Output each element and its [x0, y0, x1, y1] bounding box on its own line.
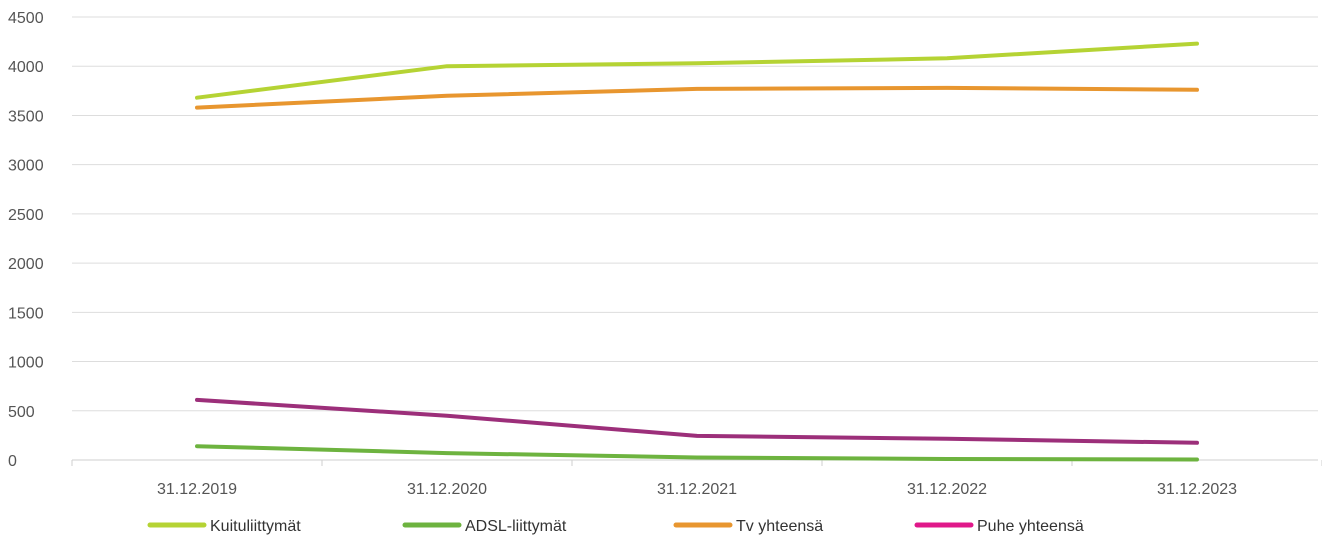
legend-label: Tv yhteensä — [736, 518, 823, 535]
x-tick-label: 31.12.2021 — [657, 481, 737, 498]
legend: Kuituliittymät ADSL-liittymät Tv yhteensä P… — [147, 518, 1084, 535]
gridlines — [72, 16, 1318, 412]
y-tick-label: 1000 — [8, 355, 44, 372]
y-axis-ticks: 0 500 1000 1500 2000 2500 3000 3500 4000 4500 — [8, 10, 44, 470]
legend-label: Kuituliittymät — [210, 518, 301, 535]
y-tick-label: 1500 — [8, 305, 44, 322]
legend-label: Puhe yhteensä — [977, 518, 1084, 535]
series-lines — [195, 41, 1199, 462]
legend-label: ADSL-liittymät — [465, 518, 567, 535]
x-tick-label: 31.12.2022 — [907, 481, 987, 498]
y-tick-label: 500 — [8, 404, 35, 421]
x-axis: 31.12.2019 31.12.2020 31.12.2021 31.12.2022… — [71, 459, 1322, 498]
y-tick-label: 0 — [8, 453, 17, 470]
y-tick-label: 4000 — [8, 59, 44, 76]
y-tick-label: 3000 — [8, 158, 44, 175]
y-tick-label: 2500 — [8, 207, 44, 224]
series-line-3 — [195, 85, 1199, 110]
y-tick-label: 3500 — [8, 108, 44, 125]
x-tick-label: 31.12.2020 — [407, 481, 487, 498]
x-tick-label: 31.12.2019 — [157, 481, 237, 498]
y-tick-label: 2000 — [8, 256, 44, 273]
x-tick-label: 31.12.2023 — [1157, 481, 1237, 498]
series-line-4 — [195, 397, 1199, 445]
y-tick-label: 4500 — [8, 10, 44, 27]
